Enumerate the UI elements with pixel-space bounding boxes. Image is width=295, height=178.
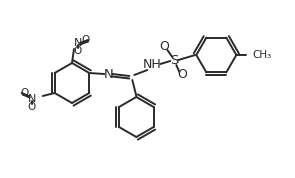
Text: S: S (170, 54, 178, 67)
Text: O: O (81, 35, 89, 45)
Text: N: N (74, 38, 82, 48)
Text: NH: NH (143, 59, 162, 72)
Text: O: O (177, 69, 187, 82)
Text: N: N (104, 69, 113, 82)
Text: O: O (21, 88, 29, 98)
Text: O: O (74, 46, 82, 56)
Text: N: N (27, 94, 36, 104)
Text: O: O (159, 41, 169, 54)
Text: O: O (27, 102, 36, 112)
Text: CH₃: CH₃ (252, 50, 272, 60)
